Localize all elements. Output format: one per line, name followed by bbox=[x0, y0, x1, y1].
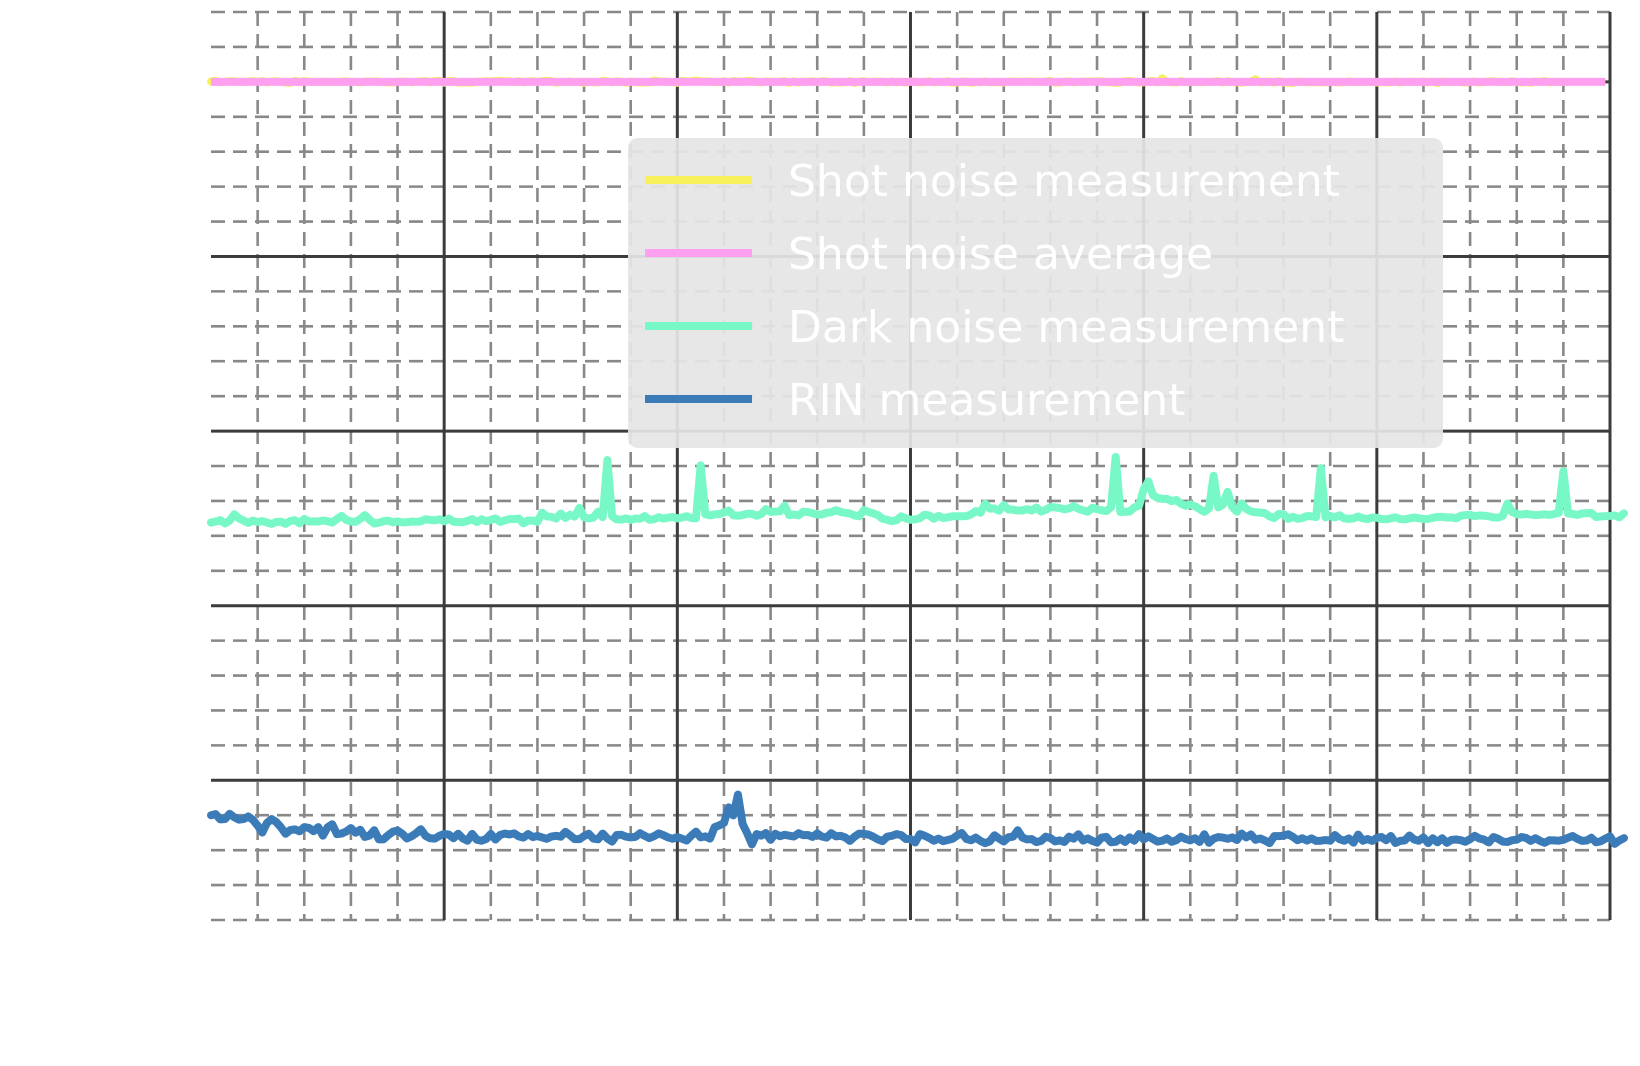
dark-noise-measurement-line bbox=[207, 452, 1628, 528]
legend-label: Shot noise average bbox=[788, 229, 1213, 280]
legend-box bbox=[628, 138, 1443, 448]
legend: Shot noise measurement Shot noise average… bbox=[628, 138, 1443, 448]
legend-label: Dark noise measurement bbox=[788, 302, 1344, 353]
legend-label: Shot noise measurement bbox=[788, 156, 1340, 207]
legend-label: RIN measurement bbox=[788, 375, 1185, 426]
series-layer bbox=[207, 74, 1628, 849]
rin-measurement-line bbox=[207, 790, 1628, 849]
